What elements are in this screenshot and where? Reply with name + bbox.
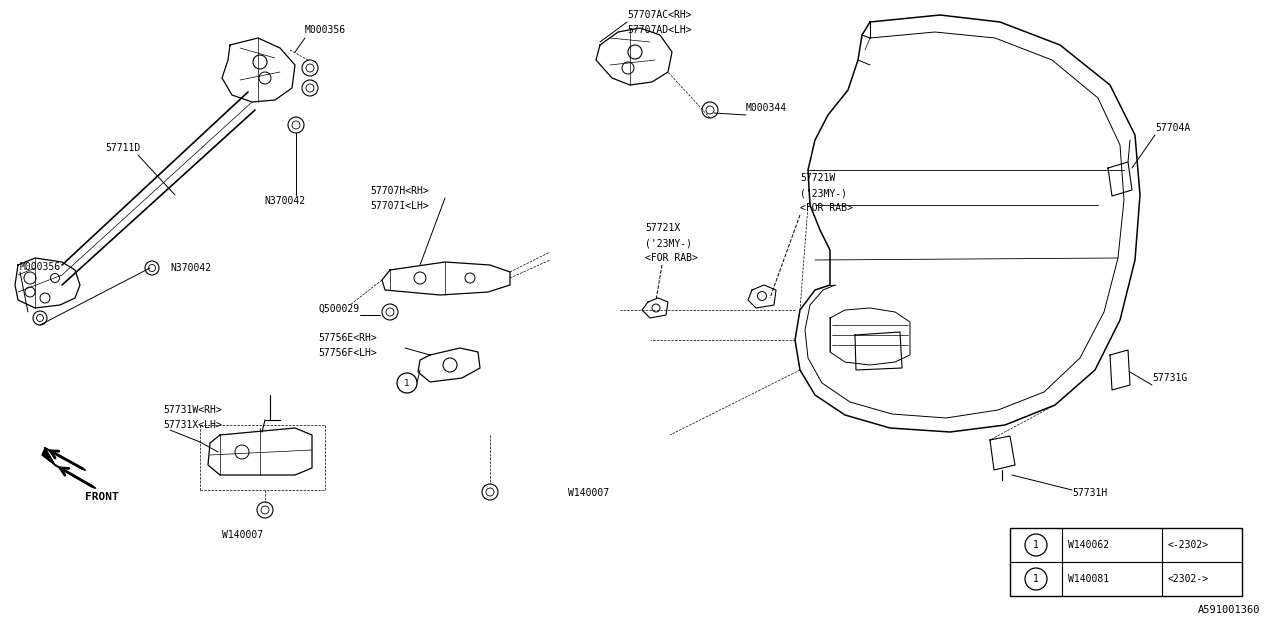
Text: M000356: M000356 — [20, 262, 61, 272]
Text: 57707AC<RH>: 57707AC<RH> — [627, 10, 691, 20]
Circle shape — [1025, 568, 1047, 590]
Text: 57731X<LH>: 57731X<LH> — [163, 420, 221, 430]
Text: <FOR RAB>: <FOR RAB> — [645, 253, 698, 263]
Text: N370042: N370042 — [170, 263, 211, 273]
Polygon shape — [42, 448, 55, 465]
Text: ('23MY-): ('23MY-) — [645, 238, 692, 248]
Text: N370042: N370042 — [264, 196, 305, 206]
Text: 57731W<RH>: 57731W<RH> — [163, 405, 221, 415]
Text: W140081: W140081 — [1068, 574, 1110, 584]
Text: M000356: M000356 — [305, 25, 346, 35]
Text: 57721W: 57721W — [800, 173, 836, 183]
Text: Q500029: Q500029 — [317, 304, 360, 314]
Text: 57707I<LH>: 57707I<LH> — [370, 201, 429, 211]
Text: <FOR RAB>: <FOR RAB> — [800, 203, 852, 213]
Text: 57707H<RH>: 57707H<RH> — [370, 186, 429, 196]
Text: M000344: M000344 — [746, 103, 787, 113]
Text: <2302->: <2302-> — [1169, 574, 1210, 584]
Text: 57731G: 57731G — [1152, 373, 1188, 383]
Text: W140007: W140007 — [223, 530, 264, 540]
Text: 57711D: 57711D — [105, 143, 141, 153]
Text: 57731H: 57731H — [1073, 488, 1107, 498]
Text: 1: 1 — [1033, 574, 1039, 584]
Text: 1: 1 — [404, 378, 410, 387]
Text: FRONT: FRONT — [84, 492, 119, 502]
Text: 57756E<RH>: 57756E<RH> — [317, 333, 376, 343]
Text: 57756F<LH>: 57756F<LH> — [317, 348, 376, 358]
Bar — [1010, 528, 1242, 596]
Text: 1: 1 — [1033, 540, 1039, 550]
Text: ('23MY-): ('23MY-) — [800, 188, 847, 198]
Text: W140007: W140007 — [568, 488, 609, 498]
Circle shape — [1025, 534, 1047, 556]
Circle shape — [397, 373, 417, 393]
Text: 57704A: 57704A — [1155, 123, 1190, 133]
Text: A591001360: A591001360 — [1198, 605, 1260, 615]
Text: W140062: W140062 — [1068, 540, 1110, 550]
Text: 57707AD<LH>: 57707AD<LH> — [627, 25, 691, 35]
Text: 57721X: 57721X — [645, 223, 680, 233]
Text: <-2302>: <-2302> — [1169, 540, 1210, 550]
